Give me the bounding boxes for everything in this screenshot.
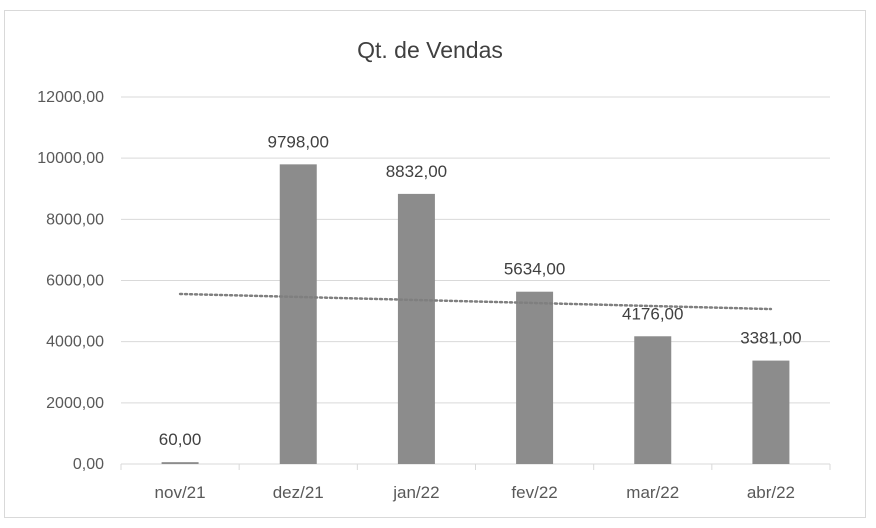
- bar: [634, 336, 672, 464]
- trendline-layer: [178, 292, 773, 311]
- y-tick-label: 6000,00: [46, 273, 104, 290]
- chart-title: Qt. de Vendas: [357, 37, 503, 63]
- data-label: 4176,00: [622, 304, 683, 323]
- y-tick-label: 0,00: [73, 456, 104, 473]
- y-tick-label: 4000,00: [46, 334, 104, 351]
- bar: [516, 291, 554, 464]
- x-tick-label: fev/22: [511, 483, 557, 502]
- y-tick-label: 12000,00: [37, 89, 104, 106]
- bars: [161, 164, 790, 465]
- chart-area: [4, 10, 866, 518]
- x-tick-label: nov/21: [155, 483, 206, 502]
- x-tick-label: abr/22: [747, 483, 795, 502]
- x-tick-label: jan/22: [392, 483, 439, 502]
- y-tick-label: 8000,00: [46, 211, 104, 228]
- bar: [279, 164, 317, 465]
- gridlines: [121, 96, 830, 404]
- data-label: 8832,00: [386, 162, 447, 181]
- y-tick-label: 2000,00: [46, 395, 104, 412]
- data-labels: 60,00 9798,00 8832,00 5634,00 4176,00 3381,00: [159, 132, 802, 449]
- bar: [397, 193, 435, 464]
- x-tick-label: mar/22: [626, 483, 679, 502]
- x-tick-label: dez/21: [273, 483, 324, 502]
- data-label: 3381,00: [740, 329, 801, 348]
- axes: 0,00 2000,00 4000,00 6000,00 8000,00 10000,00…: [37, 89, 831, 502]
- data-label: 5634,00: [504, 260, 565, 279]
- y-tick-label: 10000,00: [37, 150, 104, 167]
- data-label: 9798,00: [268, 132, 329, 151]
- bar: [161, 462, 199, 464]
- bar: [752, 360, 790, 464]
- data-label: 60,00: [159, 430, 202, 449]
- trendline: [178, 292, 773, 311]
